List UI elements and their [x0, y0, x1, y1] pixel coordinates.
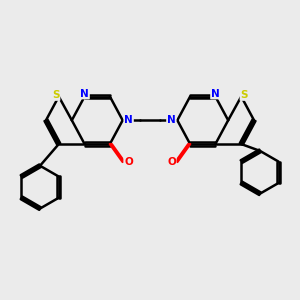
Text: S: S	[52, 90, 59, 100]
Text: O: O	[167, 157, 176, 167]
Text: N: N	[211, 88, 220, 98]
Text: S: S	[241, 90, 248, 100]
Text: N: N	[167, 115, 176, 125]
Text: N: N	[124, 115, 133, 125]
Text: O: O	[124, 157, 133, 167]
Text: N: N	[80, 88, 89, 98]
